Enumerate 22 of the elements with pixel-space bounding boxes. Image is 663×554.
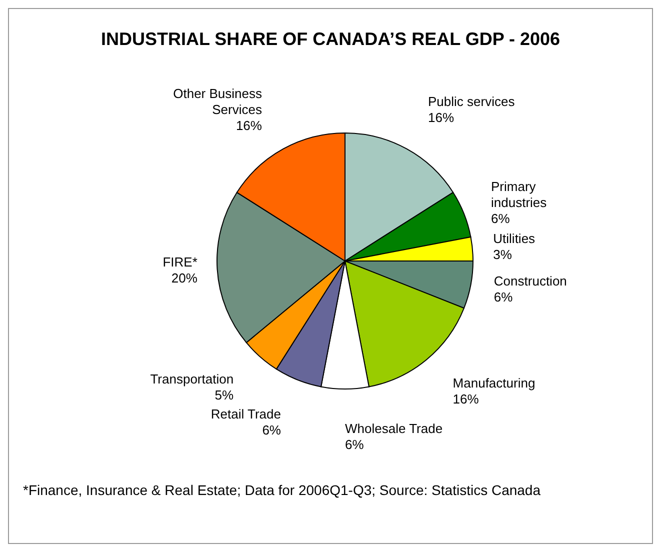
slice-label: Primary industries bbox=[491, 179, 548, 210]
data-label: 6% bbox=[262, 422, 282, 438]
slice-label: Manufacturing bbox=[452, 375, 536, 390]
slice-label: Transportation bbox=[150, 371, 234, 386]
slice-label: Utilities bbox=[493, 230, 536, 246]
data-label: 20% bbox=[171, 270, 198, 286]
slice-label: Construction bbox=[494, 273, 567, 288]
data-label: 16% bbox=[236, 118, 262, 134]
chart-title: INDUSTRIAL SHARE OF CANADA’S REAL GDP - 2006 bbox=[100, 28, 562, 51]
data-label: 16% bbox=[452, 391, 480, 406]
slice-label: FIRE* bbox=[162, 254, 198, 270]
slice-label: Retail Trade bbox=[210, 406, 281, 422]
data-label: 6% bbox=[491, 211, 510, 226]
slice-label: Public services bbox=[428, 94, 516, 110]
data-label: 6% bbox=[345, 437, 364, 452]
data-label: 16% bbox=[428, 110, 454, 126]
text: *Finance, Insurance & Real Estate; Data for 2006Q1-Q3; Source: Statistics Canada bbox=[23, 481, 542, 500]
slice-label: Wholesale Trade bbox=[345, 421, 443, 436]
data-label: 6% bbox=[494, 289, 514, 304]
slice-label: Other Business Services bbox=[173, 86, 262, 118]
data-label: 3% bbox=[493, 246, 512, 262]
data-label: 5% bbox=[214, 387, 234, 402]
